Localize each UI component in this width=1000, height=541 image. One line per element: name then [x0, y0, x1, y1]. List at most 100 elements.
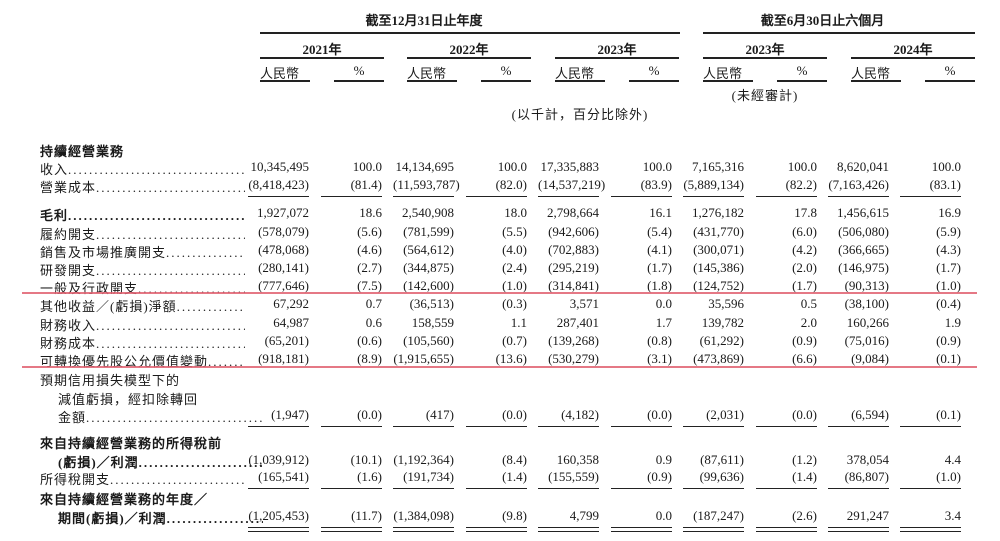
amount-cell: (564,612)	[403, 242, 454, 257]
amount-cell: 1,456,615	[837, 205, 889, 220]
total-rule	[683, 426, 744, 427]
amount-cell: (1,915,655)	[393, 351, 454, 366]
row-label-text: 財務收入	[40, 318, 97, 333]
amount-cell: 160,358	[556, 451, 599, 467]
total-rule	[611, 426, 672, 427]
column-rule	[703, 80, 753, 82]
amount-cell: (165,541)	[258, 469, 309, 484]
percent-cell: (11.7)	[351, 507, 382, 523]
row-label-text: 可轉換優先股公允價值變動	[40, 354, 209, 369]
dot-leader: ........................................…	[68, 162, 245, 177]
row-label: 其他收益／(虧損)淨額.............................…	[40, 296, 245, 315]
annual-period-heading: 截至12月31日止年度	[365, 13, 483, 28]
percent-cell: (82.2)	[785, 177, 817, 192]
row-label-text: 研發開支	[40, 263, 97, 278]
percent-cell: 16.1	[649, 205, 672, 220]
percent-cell: 18.6	[359, 205, 382, 220]
percent-cell: 100.0	[352, 159, 382, 174]
row-label-text: 所得稅開支	[40, 472, 111, 487]
amount-cell: (145,386)	[693, 260, 744, 275]
percent-cell: (83.9)	[640, 177, 672, 192]
amount-cell: (6,594)	[851, 407, 889, 422]
amount-cell: 17,335,883	[540, 159, 600, 174]
dot-leader: ........................................…	[166, 510, 263, 526]
dot-leader: ........................................…	[208, 354, 245, 369]
total-rule	[321, 526, 382, 528]
total-rule	[321, 530, 382, 532]
row-label-text: 其他收益／(虧損)淨額	[40, 299, 177, 314]
dot-leader: ........................................…	[96, 227, 245, 242]
amount-cell: (1,192,364)	[393, 451, 454, 467]
row-label-text: 金額	[58, 410, 87, 425]
row-label-text: 期間(虧損)／利潤	[58, 510, 167, 526]
amount-cell: (777,646)	[258, 278, 309, 293]
amount-cell: (11,593,787)	[393, 177, 460, 192]
amount-cell: 287,401	[556, 315, 599, 330]
total-rule	[466, 530, 527, 532]
dot-leader: ........................................…	[96, 180, 245, 195]
year-heading: 2023年	[597, 42, 637, 57]
amount-cell: (781,599)	[403, 224, 454, 239]
year-heading: 2024年	[893, 42, 933, 57]
total-rule	[611, 196, 672, 197]
total-rule	[248, 426, 309, 427]
amount-cell: 139,782	[701, 315, 744, 330]
highlight-line	[22, 366, 977, 368]
amount-cell: (366,665)	[838, 242, 889, 257]
percent-cell: 0.7	[365, 296, 382, 311]
percent-cell: (1.0)	[936, 469, 961, 484]
amount-cell: 2,798,664	[547, 205, 599, 220]
percent-cell: (2.4)	[502, 260, 527, 275]
unaudited-note: (未經審計)	[731, 88, 799, 103]
amount-cell: (146,975)	[838, 260, 889, 275]
amount-cell: 1,927,072	[257, 205, 309, 220]
percent-cell: (2.6)	[792, 507, 817, 523]
percent-cell: 4.4	[944, 451, 961, 467]
percent-cell: (5.4)	[647, 224, 672, 239]
total-rule	[900, 196, 961, 197]
amount-cell: (75,016)	[844, 333, 889, 348]
dot-leader: ........................................…	[110, 472, 245, 487]
amount-cell: 3,571	[569, 296, 599, 311]
total-rule	[393, 196, 454, 197]
total-rule	[466, 488, 527, 489]
percent-heading: %	[648, 63, 660, 78]
percent-cell: (0.0)	[647, 407, 672, 422]
total-rule	[466, 526, 527, 528]
header-rule	[260, 32, 680, 34]
dot-leader: ........................................…	[96, 263, 245, 278]
total-rule	[248, 530, 309, 532]
row-label-text: 來自持續經營業務的年度／	[40, 492, 209, 507]
currency-heading: 人民幣	[555, 66, 595, 81]
year-rule	[851, 57, 975, 59]
percent-cell: (1.0)	[936, 278, 961, 293]
amount-cell: (942,606)	[548, 224, 599, 239]
row-label-text: 財務成本	[40, 336, 97, 351]
year-heading: 2022年	[449, 42, 489, 57]
total-rule	[538, 488, 599, 489]
column-rule	[851, 80, 901, 82]
percent-cell: (2.7)	[357, 260, 382, 275]
percent-cell: (0.9)	[936, 333, 961, 348]
year-rule	[703, 57, 827, 59]
percent-cell: (4.3)	[936, 242, 961, 257]
total-rule	[900, 426, 961, 427]
row-label-text: 來自持續經營業務的所得稅前	[40, 436, 223, 451]
amount-cell: 291,247	[846, 507, 889, 523]
amount-cell: (124,752)	[693, 278, 744, 293]
amount-cell: (38,100)	[844, 296, 889, 311]
row-label: 來自持續經營業務的所得稅前	[40, 433, 245, 452]
amount-cell: (7,163,426)	[828, 177, 889, 192]
percent-cell: (0.7)	[502, 333, 527, 348]
percent-cell: (0.1)	[936, 407, 961, 422]
amount-cell: (431,770)	[693, 224, 744, 239]
amount-cell: 67,292	[273, 296, 309, 311]
total-rule	[828, 530, 889, 532]
unit-note: (以千計，百分比除外)	[511, 107, 649, 122]
percent-cell: 2.0	[800, 315, 817, 330]
currency-heading: 人民幣	[260, 66, 300, 81]
percent-cell: (4.2)	[792, 242, 817, 257]
dot-leader: ........................................…	[138, 454, 263, 470]
amount-cell: 2,540,908	[402, 205, 454, 220]
percent-cell: (0.1)	[936, 351, 961, 366]
